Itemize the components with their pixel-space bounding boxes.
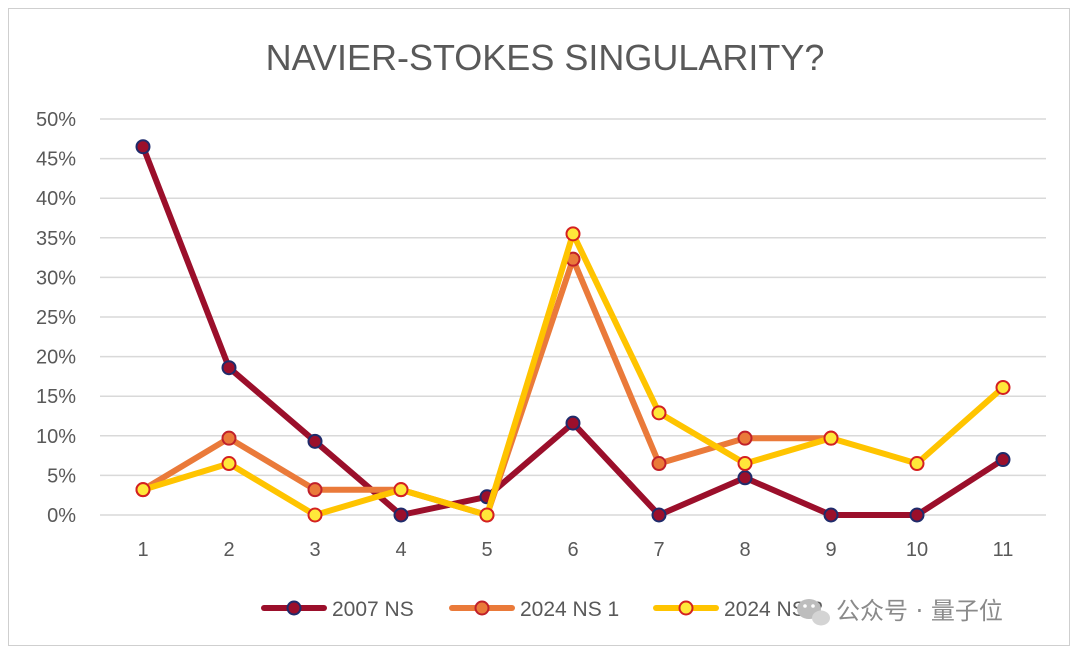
data-point — [221, 430, 237, 446]
data-point — [737, 470, 753, 486]
y-tick-label: 10% — [36, 426, 76, 448]
y-tick-label: 45% — [36, 149, 76, 171]
watermark-text: 公众号 · 量子位 — [836, 597, 1003, 625]
x-tick-label: 5 — [481, 539, 492, 561]
series-group — [135, 139, 1011, 523]
legend-label: 2024 NS 2 — [724, 598, 823, 621]
x-tick-label: 7 — [653, 539, 664, 561]
x-tick-label: 3 — [309, 539, 320, 561]
data-point — [135, 139, 151, 155]
data-point — [995, 379, 1011, 395]
y-tick-label: 5% — [47, 465, 76, 487]
legend-marker — [678, 600, 694, 616]
y-tick-label: 35% — [36, 228, 76, 250]
watermark: 公众号 · 量子位 — [797, 597, 1003, 626]
wechat-icon — [797, 599, 830, 626]
chart-title: NAVIER-STOKES SINGULARITY? — [266, 37, 825, 78]
legend-label: 2024 NS 1 — [520, 598, 619, 621]
data-point — [823, 507, 839, 523]
data-point — [995, 452, 1011, 468]
y-tick-label: 40% — [36, 188, 76, 210]
x-tick-label: 4 — [395, 539, 406, 561]
data-point — [909, 456, 925, 472]
data-point — [221, 456, 237, 472]
legend-label: 2007 NS — [332, 598, 414, 621]
series-line — [140, 230, 1006, 518]
x-tick-label: 8 — [739, 539, 750, 561]
x-tick-label: 2 — [223, 539, 234, 561]
y-tick-label: 15% — [36, 386, 76, 408]
y-tick-label: 25% — [36, 307, 76, 329]
data-point — [823, 430, 839, 446]
data-point — [307, 507, 323, 523]
data-point — [737, 456, 753, 472]
data-point — [651, 507, 667, 523]
data-point — [393, 482, 409, 498]
data-point — [307, 482, 323, 498]
series-line — [140, 143, 1006, 518]
x-tick-label: 11 — [993, 539, 1014, 561]
series-1 — [135, 139, 1011, 523]
data-point — [135, 482, 151, 498]
chart-frame — [8, 8, 1070, 646]
y-tick-label: 30% — [36, 267, 76, 289]
data-point — [909, 507, 925, 523]
y-axis-ticks: 0% 5% 10% 15% 20% 25% 30% 35% 40% 45% 50% — [36, 109, 76, 527]
x-tick-label: 10 — [906, 539, 928, 561]
legend-item-2: 2024 NS 1 — [449, 598, 619, 621]
x-axis-ticks: 1 2 3 4 5 6 7 8 9 10 11 — [137, 539, 1013, 561]
data-point — [307, 433, 323, 449]
legend-item-1: 2007 NS — [261, 598, 414, 621]
gridlines — [100, 118, 1046, 516]
y-tick-label: 20% — [36, 347, 76, 369]
data-point — [651, 456, 667, 472]
data-point — [565, 226, 581, 242]
data-point — [393, 507, 409, 523]
legend: 2007 NS 2024 NS 1 2024 NS 2 — [261, 598, 823, 621]
x-tick-label: 9 — [825, 539, 836, 561]
data-point — [221, 360, 237, 376]
data-point — [737, 430, 753, 446]
data-point — [651, 405, 667, 421]
data-point — [565, 415, 581, 431]
y-tick-label: 50% — [36, 109, 76, 131]
y-tick-label: 0% — [47, 505, 76, 527]
x-tick-label: 6 — [567, 539, 578, 561]
legend-item-3: 2024 NS 2 — [653, 598, 823, 621]
legend-marker — [474, 600, 490, 616]
legend-marker — [286, 600, 302, 616]
data-point — [479, 507, 495, 523]
x-tick-label: 1 — [137, 539, 148, 561]
series-3 — [135, 226, 1011, 523]
